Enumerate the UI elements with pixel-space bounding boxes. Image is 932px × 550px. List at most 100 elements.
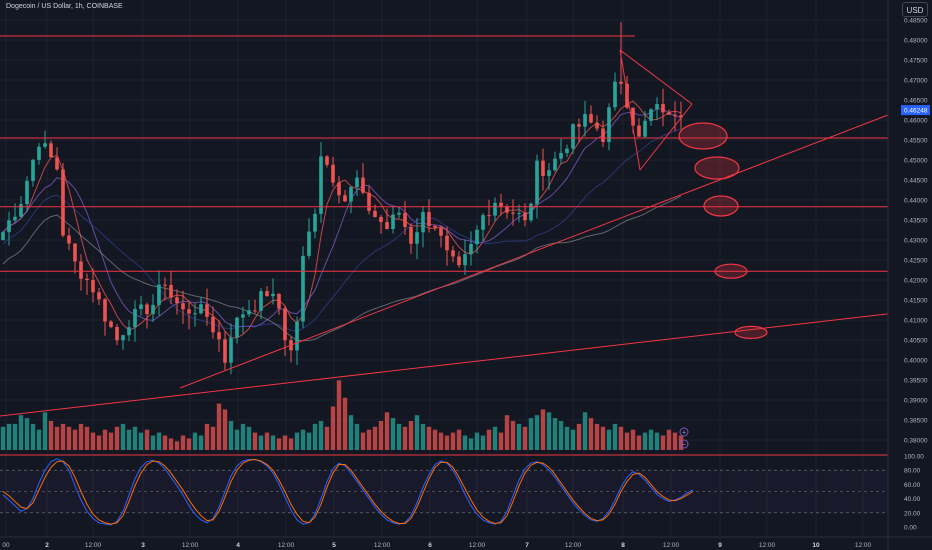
- volume-bar: [102, 429, 108, 450]
- drawing-tools[interactable]: +−: [0, 35, 932, 449]
- volume-bar: [114, 426, 120, 450]
- volume-bar: [438, 432, 444, 450]
- candle-body: [109, 321, 113, 328]
- candle-body: [97, 292, 101, 300]
- minus-icon-glyph: −: [682, 442, 686, 449]
- volume-bar: [456, 429, 462, 450]
- candle-body: [397, 212, 401, 215]
- volume-bar: [234, 429, 240, 450]
- candle-body: [241, 314, 245, 318]
- candle-body: [163, 284, 167, 286]
- volume-bar: [468, 438, 474, 450]
- volume-bar: [264, 432, 270, 450]
- candle-body: [451, 250, 455, 257]
- candle-body: [331, 164, 335, 183]
- volume-bar: [252, 432, 258, 450]
- grid: [0, 0, 888, 537]
- volume-bar: [162, 435, 168, 450]
- candle-body: [247, 310, 251, 315]
- volume-bar: [612, 423, 618, 450]
- volume-bar: [276, 438, 282, 450]
- volume-bar: [306, 432, 312, 450]
- volume-bar: [630, 429, 636, 450]
- time-tick-label: 12:00: [278, 542, 295, 549]
- candle-body: [427, 212, 431, 226]
- currency-button[interactable]: USD: [902, 2, 928, 17]
- candle-body: [229, 337, 233, 363]
- candle-body: [373, 210, 377, 217]
- volume-bar: [426, 426, 432, 450]
- time-tick-label: 4: [236, 542, 240, 549]
- price-tick-label: 0.47500: [904, 58, 928, 65]
- candle-body: [469, 244, 473, 255]
- volume-bar: [672, 432, 678, 450]
- candle-body: [649, 109, 653, 121]
- volume-bar: [396, 423, 402, 450]
- candle-body: [253, 310, 257, 312]
- volume-bar: [150, 435, 156, 450]
- volume-bar: [558, 421, 564, 450]
- target-ellipse: [694, 156, 740, 180]
- price-tick-label: 0.45500: [904, 138, 928, 145]
- time-tick-label: 12:00: [182, 542, 199, 549]
- volume-bar: [492, 426, 498, 450]
- volume-bar: [480, 435, 486, 450]
- volume-bar: [90, 432, 96, 450]
- candle-body: [7, 220, 11, 233]
- volume-bar: [384, 412, 390, 450]
- candle-body: [541, 160, 545, 176]
- volume-bar: [144, 429, 150, 450]
- candle-body: [493, 202, 497, 216]
- price-tick-label: 0.44500: [904, 178, 928, 185]
- candle-body: [49, 143, 53, 158]
- candle-body: [73, 243, 77, 262]
- candle-body: [409, 226, 413, 244]
- volume-bar: [474, 432, 480, 450]
- stoch-tick-label: 80.00: [904, 468, 921, 475]
- time-tick-label: 10: [812, 542, 820, 549]
- candle-body: [193, 313, 197, 315]
- candle-body: [145, 304, 149, 315]
- volume-bar: [180, 435, 186, 450]
- volume-bar: [576, 423, 582, 450]
- volume-bar: [72, 429, 78, 450]
- volume-bar: [618, 426, 624, 450]
- volume-bar: [192, 432, 198, 450]
- candle-body: [115, 327, 119, 341]
- volume-bar: [606, 429, 612, 450]
- stoch-tick-label: 40.00: [904, 496, 921, 503]
- candle-body: [91, 280, 95, 293]
- candle-body: [511, 212, 515, 214]
- candle-body: [607, 107, 611, 142]
- candle-body: [157, 284, 161, 305]
- candle-body: [379, 216, 383, 223]
- candle-body: [655, 104, 659, 110]
- price-tick-label: 0.38000: [904, 438, 928, 445]
- candle-body: [625, 83, 629, 108]
- price-tick-label: 0.48000: [904, 38, 928, 45]
- plus-icon-glyph: +: [682, 430, 686, 437]
- time-tick-label: 12:00: [469, 542, 486, 549]
- candle-body: [613, 81, 617, 108]
- time-tick-label: 12:00: [855, 542, 872, 549]
- volume-bar: [414, 415, 420, 450]
- stoch-tick-label: 20.00: [904, 510, 921, 517]
- price-axis-bg: [888, 0, 932, 550]
- candle-body: [259, 291, 263, 311]
- target-ellipse: [678, 122, 728, 150]
- lower-trendline: [0, 308, 932, 417]
- candle-body: [589, 114, 593, 123]
- candle-body: [529, 203, 533, 221]
- plus-icon: [679, 427, 689, 437]
- volume-bar: [528, 418, 534, 450]
- candle-body: [631, 107, 635, 126]
- candle-body: [217, 332, 221, 340]
- candle-body: [211, 316, 215, 333]
- volume-bar: [486, 429, 492, 450]
- price-tick-label: 0.41000: [904, 318, 928, 325]
- price-tick-label: 0.40500: [904, 338, 928, 345]
- volume-bar: [504, 415, 510, 450]
- volume-bar: [42, 412, 48, 450]
- volume-bar: [660, 435, 666, 450]
